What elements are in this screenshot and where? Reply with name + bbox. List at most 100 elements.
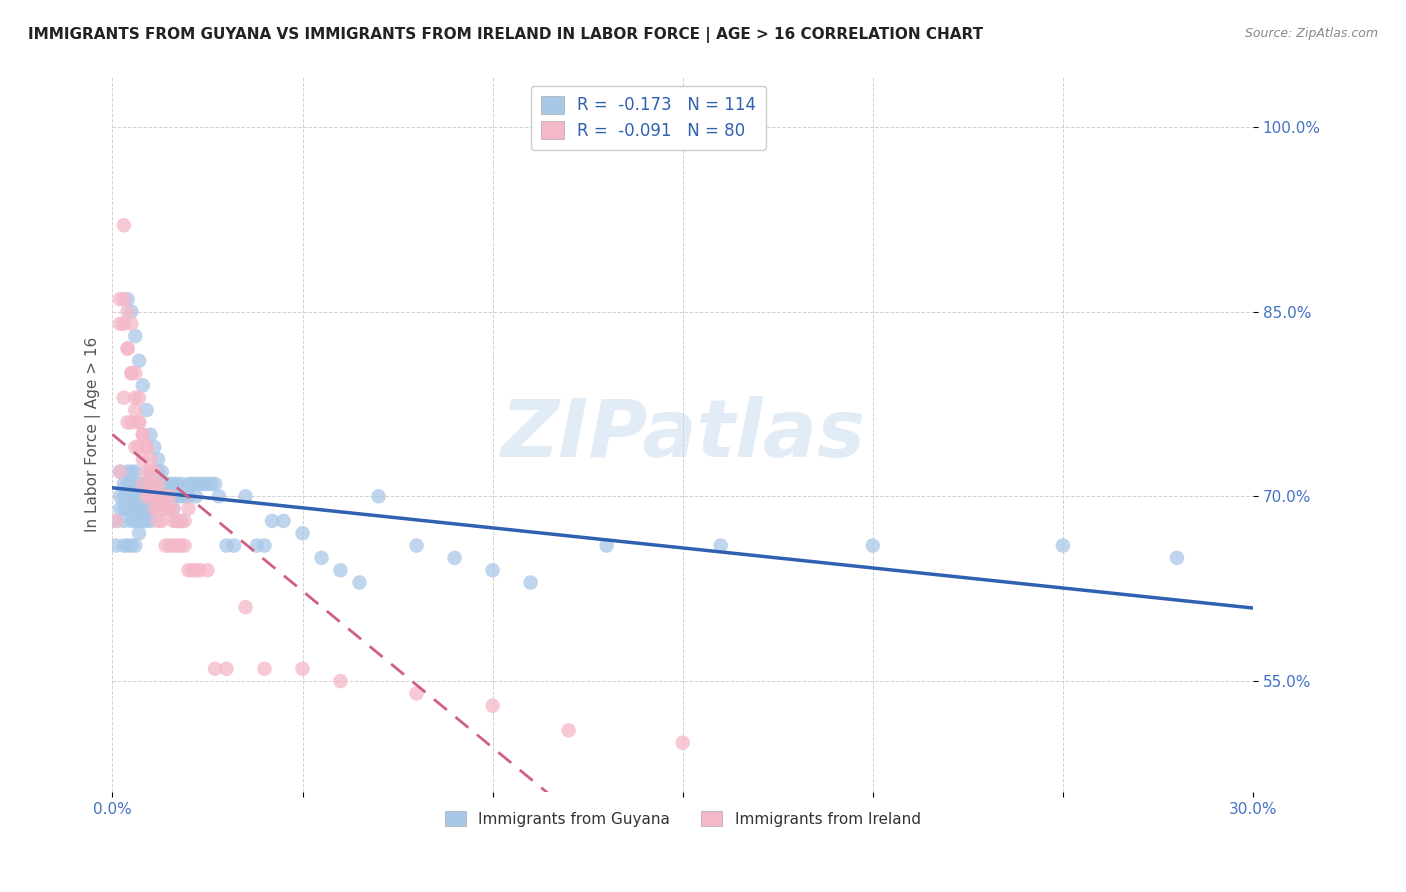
- Point: [170, 539, 193, 553]
- Point: [146, 501, 169, 516]
- Point: [128, 391, 150, 405]
- Point: [253, 662, 276, 676]
- Point: [170, 514, 193, 528]
- Point: [173, 489, 195, 503]
- Point: [112, 489, 135, 503]
- Point: [105, 514, 128, 528]
- Point: [329, 674, 352, 689]
- Point: [135, 489, 157, 503]
- Point: [112, 391, 135, 405]
- Point: [150, 489, 173, 503]
- Point: [159, 539, 181, 553]
- Point: [120, 489, 142, 503]
- Point: [120, 366, 142, 380]
- Point: [155, 501, 177, 516]
- Point: [117, 304, 139, 318]
- Point: [143, 465, 166, 479]
- Point: [124, 489, 146, 503]
- Point: [146, 452, 169, 467]
- Point: [143, 501, 166, 516]
- Point: [128, 514, 150, 528]
- Point: [1166, 550, 1188, 565]
- Point: [177, 501, 200, 516]
- Point: [557, 723, 579, 738]
- Point: [367, 489, 389, 503]
- Point: [162, 489, 184, 503]
- Point: [128, 353, 150, 368]
- Point: [117, 489, 139, 503]
- Point: [128, 501, 150, 516]
- Point: [311, 550, 333, 565]
- Point: [139, 465, 162, 479]
- Point: [235, 600, 257, 615]
- Point: [117, 465, 139, 479]
- Point: [146, 489, 169, 503]
- Point: [200, 477, 222, 491]
- Point: [120, 304, 142, 318]
- Point: [139, 489, 162, 503]
- Point: [166, 539, 188, 553]
- Point: [405, 686, 427, 700]
- Point: [132, 378, 155, 392]
- Point: [159, 489, 181, 503]
- Point: [143, 440, 166, 454]
- Point: [170, 514, 193, 528]
- Point: [215, 539, 238, 553]
- Point: [132, 477, 155, 491]
- Point: [112, 539, 135, 553]
- Point: [162, 477, 184, 491]
- Point: [150, 514, 173, 528]
- Y-axis label: In Labor Force | Age > 16: In Labor Force | Age > 16: [86, 337, 101, 533]
- Point: [108, 489, 131, 503]
- Point: [222, 539, 245, 553]
- Point: [135, 403, 157, 417]
- Point: [162, 501, 184, 516]
- Point: [273, 514, 295, 528]
- Point: [117, 292, 139, 306]
- Point: [108, 501, 131, 516]
- Point: [1052, 539, 1074, 553]
- Point: [108, 317, 131, 331]
- Point: [159, 477, 181, 491]
- Point: [143, 489, 166, 503]
- Point: [120, 317, 142, 331]
- Point: [132, 427, 155, 442]
- Point: [235, 489, 257, 503]
- Point: [166, 477, 188, 491]
- Point: [132, 514, 155, 528]
- Point: [150, 501, 173, 516]
- Point: [155, 539, 177, 553]
- Point: [139, 501, 162, 516]
- Point: [208, 489, 231, 503]
- Point: [150, 465, 173, 479]
- Point: [159, 501, 181, 516]
- Point: [146, 514, 169, 528]
- Text: ZIPatlas: ZIPatlas: [501, 396, 865, 474]
- Point: [117, 501, 139, 516]
- Point: [193, 477, 215, 491]
- Point: [124, 465, 146, 479]
- Point: [146, 477, 169, 491]
- Point: [143, 477, 166, 491]
- Point: [112, 477, 135, 491]
- Point: [166, 514, 188, 528]
- Point: [162, 514, 184, 528]
- Point: [181, 477, 204, 491]
- Point: [117, 342, 139, 356]
- Point: [135, 489, 157, 503]
- Point: [108, 465, 131, 479]
- Point: [143, 489, 166, 503]
- Point: [135, 465, 157, 479]
- Point: [139, 465, 162, 479]
- Point: [112, 317, 135, 331]
- Point: [112, 292, 135, 306]
- Point: [132, 477, 155, 491]
- Text: IMMIGRANTS FROM GUYANA VS IMMIGRANTS FROM IRELAND IN LABOR FORCE | AGE > 16 CORR: IMMIGRANTS FROM GUYANA VS IMMIGRANTS FRO…: [28, 27, 983, 43]
- Point: [112, 501, 135, 516]
- Point: [177, 477, 200, 491]
- Point: [117, 342, 139, 356]
- Point: [177, 489, 200, 503]
- Point: [120, 539, 142, 553]
- Point: [132, 489, 155, 503]
- Point: [124, 366, 146, 380]
